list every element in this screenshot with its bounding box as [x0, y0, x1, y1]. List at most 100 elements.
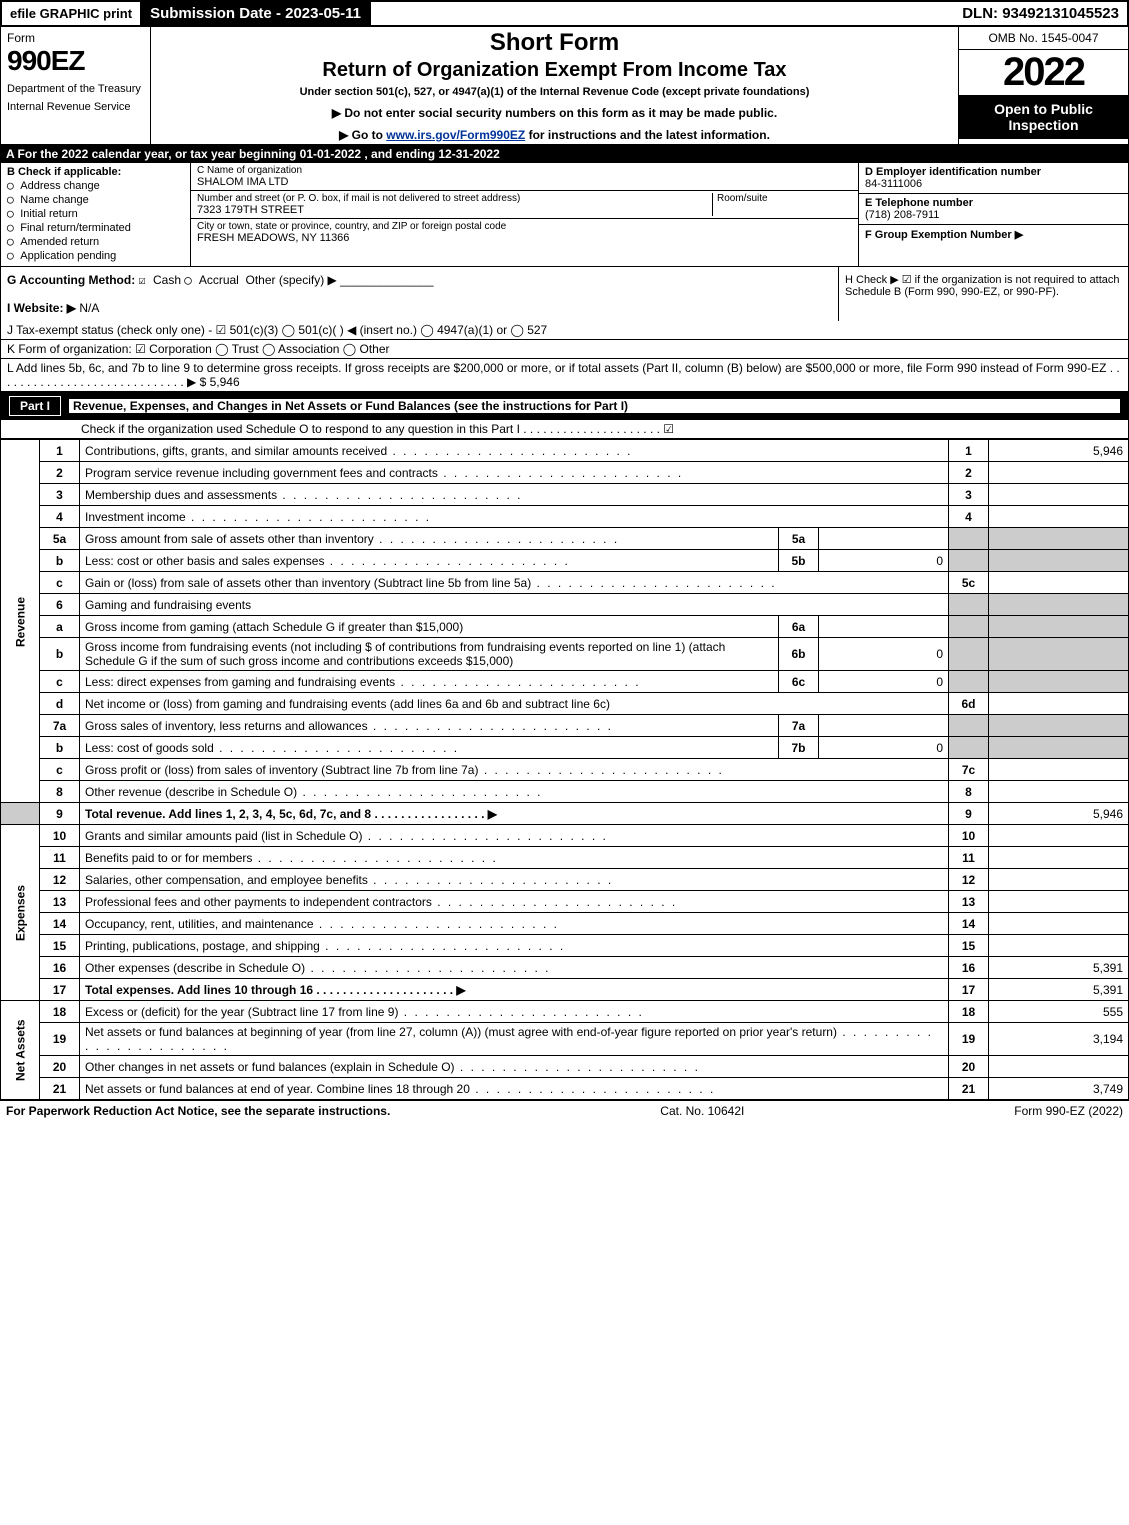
cat-netassets: Net Assets: [1, 1001, 40, 1100]
chk-address-change[interactable]: ◯ Address change: [7, 179, 184, 192]
l18-num: 18: [40, 1001, 80, 1023]
l6d-desc: Net income or (loss) from gaming and fun…: [80, 693, 949, 715]
l12-desc: Salaries, other compensation, and employ…: [80, 869, 949, 891]
l13-num: 13: [40, 891, 80, 913]
title-return: Return of Organization Exempt From Incom…: [157, 59, 952, 82]
l6b-code: [949, 638, 989, 671]
row-a-period: A For the 2022 calendar year, or tax yea…: [0, 145, 1129, 163]
open-inspection: Open to Public Inspection: [959, 95, 1128, 139]
l5b-code: [949, 550, 989, 572]
g-label: G Accounting Method:: [7, 273, 135, 287]
l6a-sv: [819, 616, 949, 638]
l5b-sub: 5b: [779, 550, 819, 572]
l16-desc: Other expenses (describe in Schedule O): [80, 957, 949, 979]
l5b-desc: Less: cost or other basis and sales expe…: [80, 550, 779, 572]
l7a-num: 7a: [40, 715, 80, 737]
chk-name-change[interactable]: ◯ Name change: [7, 193, 184, 206]
l7c-desc: Gross profit or (loss) from sales of inv…: [80, 759, 949, 781]
cat-expenses: Expenses: [1, 825, 40, 1001]
l17-amt: 5,391: [989, 979, 1129, 1001]
l6b-sv: 0: [819, 638, 949, 671]
irs-link[interactable]: www.irs.gov/Form990EZ: [386, 128, 525, 142]
room-label: Room/suite: [717, 193, 852, 204]
l21-desc: Net assets or fund balances at end of ye…: [80, 1078, 949, 1100]
d-ein-label: D Employer identification number: [865, 166, 1041, 178]
g-cash: Cash: [153, 273, 181, 287]
l6c-amt: [989, 671, 1129, 693]
l17-code: 17: [949, 979, 989, 1001]
l9-code: 9: [949, 803, 989, 825]
l11-amt: [989, 847, 1129, 869]
chk-application-pending[interactable]: ◯ Application pending: [7, 249, 184, 262]
l4-code: 4: [949, 506, 989, 528]
l6d-num: d: [40, 693, 80, 715]
l7b-code: [949, 737, 989, 759]
org-name: SHALOM IMA LTD: [197, 176, 852, 188]
l5a-code: [949, 528, 989, 550]
c-name-label: C Name of organization: [197, 165, 852, 176]
g-other: Other (specify) ▶: [246, 273, 337, 287]
l21-num: 21: [40, 1078, 80, 1100]
l14-code: 14: [949, 913, 989, 935]
l7b-num: b: [40, 737, 80, 759]
l4-desc: Investment income: [80, 506, 949, 528]
l11-num: 11: [40, 847, 80, 869]
l3-desc: Membership dues and assessments: [80, 484, 949, 506]
submission-date: Submission Date - 2023-05-11: [140, 2, 371, 25]
l15-desc: Printing, publications, postage, and shi…: [80, 935, 949, 957]
org-city: FRESH MEADOWS, NY 11366: [197, 232, 852, 244]
l20-desc: Other changes in net assets or fund bala…: [80, 1056, 949, 1078]
section-b-c-d-e-f: B Check if applicable: ◯ Address change …: [0, 163, 1129, 267]
l6c-sub: 6c: [779, 671, 819, 693]
chk-amended-return[interactable]: ◯ Amended return: [7, 235, 184, 248]
part-i-bar: Part I Revenue, Expenses, and Changes in…: [0, 392, 1129, 420]
title-short-form: Short Form: [157, 29, 952, 57]
l20-amt: [989, 1056, 1129, 1078]
l-gross-receipts: L Add lines 5b, 6c, and 7b to line 9 to …: [0, 359, 1129, 392]
lines-table: Revenue 1 Contributions, gifts, grants, …: [0, 439, 1129, 1100]
chk-initial-return[interactable]: ◯ Initial return: [7, 207, 184, 220]
org-street: 7323 179TH STREET: [197, 204, 712, 216]
l16-code: 16: [949, 957, 989, 979]
cat-revenue: Revenue: [1, 440, 40, 803]
chk-final-return[interactable]: ◯ Final return/terminated: [7, 221, 184, 234]
form-number: 990EZ: [7, 45, 144, 77]
l5a-num: 5a: [40, 528, 80, 550]
l12-code: 12: [949, 869, 989, 891]
l20-num: 20: [40, 1056, 80, 1078]
col-b-checkboxes: B Check if applicable: ◯ Address change …: [1, 163, 191, 266]
j-tax-exempt: J Tax-exempt status (check only one) - ☑…: [0, 321, 1129, 340]
subtitle-section: Under section 501(c), 527, or 4947(a)(1)…: [157, 86, 952, 98]
l17-num: 17: [40, 979, 80, 1001]
l1-desc: Contributions, gifts, grants, and simila…: [80, 440, 949, 462]
header-left: Form 990EZ Department of the Treasury In…: [1, 27, 151, 144]
l2-num: 2: [40, 462, 80, 484]
form-word: Form: [7, 31, 144, 45]
l8-amt: [989, 781, 1129, 803]
e-phone-value: (718) 208-7911: [865, 209, 939, 221]
l19-code: 19: [949, 1023, 989, 1056]
l7a-desc: Gross sales of inventory, less returns a…: [80, 715, 779, 737]
l6b-amt: [989, 638, 1129, 671]
l18-code: 18: [949, 1001, 989, 1023]
l1-num: 1: [40, 440, 80, 462]
efile-label[interactable]: efile GRAPHIC print: [2, 3, 140, 24]
l18-desc: Excess or (deficit) for the year (Subtra…: [80, 1001, 949, 1023]
l12-num: 12: [40, 869, 80, 891]
l8-code: 8: [949, 781, 989, 803]
l3-code: 3: [949, 484, 989, 506]
l8-num: 8: [40, 781, 80, 803]
l6a-sub: 6a: [779, 616, 819, 638]
l6d-amt: [989, 693, 1129, 715]
l6-code: [949, 594, 989, 616]
l7a-code: [949, 715, 989, 737]
part-i-title: Revenue, Expenses, and Changes in Net As…: [69, 399, 1120, 413]
footer-paperwork: For Paperwork Reduction Act Notice, see …: [6, 1104, 390, 1118]
e-phone-label: E Telephone number: [865, 197, 973, 209]
d-ein-value: 84-3111006: [865, 178, 922, 190]
col-c-org-info: C Name of organization SHALOM IMA LTD Nu…: [191, 163, 858, 266]
l6a-code: [949, 616, 989, 638]
header-right: OMB No. 1545-0047 2022 Open to Public In…: [958, 27, 1128, 144]
l1-amt: 5,946: [989, 440, 1129, 462]
city-label: City or town, state or province, country…: [197, 221, 852, 232]
